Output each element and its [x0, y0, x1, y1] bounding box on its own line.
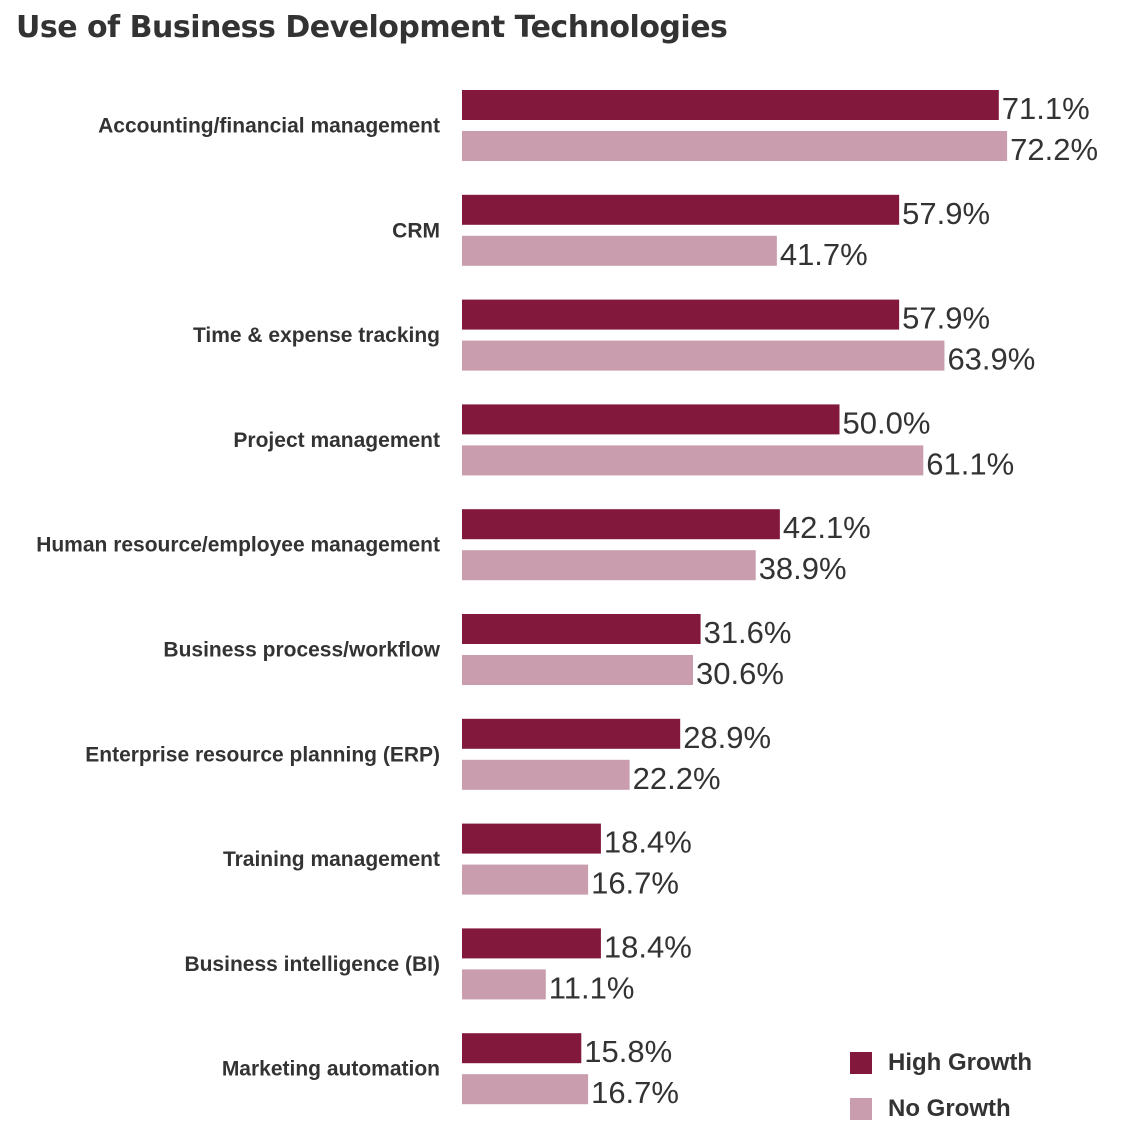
category-label-business-intelligence-bi: Business intelligence (BI) — [184, 953, 440, 976]
legend-label-high-growth: High Growth — [888, 1049, 1032, 1076]
bar-no-growth-crm — [462, 235, 777, 266]
bar-no-growth-project-management — [462, 445, 924, 476]
value-label-no-growth-crm: 41.7% — [780, 237, 868, 272]
value-label-high-growth-business-intelligence-bi: 18.4% — [604, 929, 692, 964]
category-label-accounting-financial-management: Accounting/financial management — [98, 115, 440, 138]
value-label-no-growth-time-expense-tracking: 63.9% — [947, 342, 1035, 377]
bar-high-growth-marketing-automation — [462, 1033, 582, 1064]
bar-no-growth-human-resource-employee-management — [462, 550, 756, 581]
legend: High Growth No Growth — [850, 1040, 1032, 1132]
bar-no-growth-accounting-financial-management — [462, 131, 1008, 161]
value-label-no-growth-marketing-automation: 16.7% — [591, 1075, 679, 1110]
legend-swatch-no-growth — [850, 1098, 872, 1120]
category-label-training-management: Training management — [223, 848, 440, 871]
bar-high-growth-enterprise-resource-planning-erp — [462, 718, 681, 749]
bar-no-growth-business-intelligence-bi — [462, 969, 546, 1000]
bar-high-growth-project-management — [462, 404, 840, 435]
legend-item-no-growth: No Growth — [850, 1086, 1032, 1132]
bar-no-growth-enterprise-resource-planning-erp — [462, 759, 630, 790]
value-label-no-growth-human-resource-employee-management: 38.9% — [759, 551, 847, 586]
category-label-project-management: Project management — [233, 429, 440, 452]
bar-no-growth-time-expense-tracking — [462, 340, 945, 371]
value-label-no-growth-enterprise-resource-planning-erp: 22.2% — [633, 761, 721, 796]
bar-no-growth-business-process-workflow — [462, 655, 694, 685]
value-label-no-growth-project-management: 61.1% — [926, 446, 1014, 481]
value-label-no-growth-accounting-financial-management: 72.2% — [1010, 132, 1098, 167]
category-label-enterprise-resource-planning-erp: Enterprise resource planning (ERP) — [85, 743, 440, 766]
legend-swatch-high-growth — [850, 1052, 872, 1074]
category-label-human-resource-employee-management: Human resource/employee management — [36, 534, 440, 557]
chart-title: Use of Business Development Technologies — [16, 10, 728, 45]
value-label-no-growth-training-management: 16.7% — [591, 866, 679, 901]
value-label-no-growth-business-intelligence-bi: 11.1% — [549, 970, 635, 1005]
bar-high-growth-business-process-workflow — [462, 614, 701, 644]
category-label-marketing-automation: Marketing automation — [222, 1058, 440, 1081]
bar-high-growth-accounting-financial-management — [462, 90, 999, 120]
value-label-high-growth-human-resource-employee-management: 42.1% — [783, 510, 871, 545]
value-label-high-growth-enterprise-resource-planning-erp: 28.9% — [683, 720, 771, 755]
bar-high-growth-training-management — [462, 823, 601, 854]
bar-high-growth-time-expense-tracking — [462, 299, 900, 330]
category-label-business-process-workflow: Business process/workflow — [163, 639, 440, 662]
value-label-no-growth-business-process-workflow: 30.6% — [696, 656, 784, 691]
value-label-high-growth-business-process-workflow: 31.6% — [704, 615, 792, 650]
bar-no-growth-marketing-automation — [462, 1074, 589, 1105]
category-label-crm: CRM — [392, 219, 440, 242]
value-label-high-growth-crm: 57.9% — [902, 196, 990, 231]
bar-high-growth-business-intelligence-bi — [462, 928, 601, 959]
legend-item-high-growth: High Growth — [850, 1040, 1032, 1086]
bar-high-growth-human-resource-employee-management — [462, 509, 780, 540]
legend-label-no-growth: No Growth — [888, 1095, 1011, 1122]
value-label-high-growth-time-expense-tracking: 57.9% — [902, 301, 990, 336]
value-label-high-growth-marketing-automation: 15.8% — [584, 1034, 672, 1069]
value-label-high-growth-accounting-financial-management: 71.1% — [1002, 91, 1090, 126]
bar-no-growth-training-management — [462, 864, 589, 895]
value-label-high-growth-training-management: 18.4% — [604, 825, 692, 860]
value-label-high-growth-project-management: 50.0% — [843, 405, 931, 440]
category-label-time-expense-tracking: Time & expense tracking — [193, 324, 440, 347]
bar-high-growth-crm — [462, 194, 900, 225]
